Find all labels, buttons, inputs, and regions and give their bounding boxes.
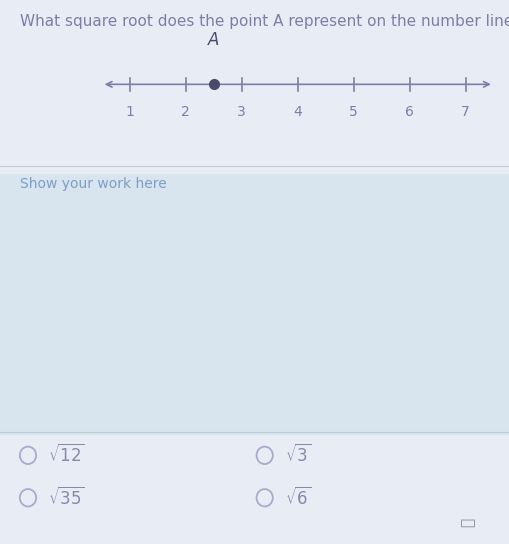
Text: 5: 5 bbox=[349, 105, 358, 119]
Text: 👆: 👆 bbox=[461, 518, 476, 527]
Bar bbox=[0, 174, 509, 435]
Text: $\sqrt{12}$: $\sqrt{12}$ bbox=[48, 444, 86, 466]
Text: 7: 7 bbox=[461, 105, 470, 119]
Text: $\sqrt{35}$: $\sqrt{35}$ bbox=[48, 487, 86, 509]
Text: 6: 6 bbox=[405, 105, 414, 119]
Text: What square root does the point A represent on the number line?: What square root does the point A repres… bbox=[20, 14, 509, 29]
Text: 3: 3 bbox=[237, 105, 246, 119]
Text: 4: 4 bbox=[293, 105, 302, 119]
Text: A: A bbox=[208, 31, 219, 49]
Text: $\sqrt{6}$: $\sqrt{6}$ bbox=[285, 487, 312, 509]
Text: $\sqrt{3}$: $\sqrt{3}$ bbox=[285, 444, 312, 466]
Bar bbox=[0, 0, 509, 174]
Text: 1: 1 bbox=[125, 105, 134, 119]
Bar bbox=[0, 435, 509, 544]
Text: Show your work here: Show your work here bbox=[20, 177, 167, 191]
Text: 2: 2 bbox=[181, 105, 190, 119]
